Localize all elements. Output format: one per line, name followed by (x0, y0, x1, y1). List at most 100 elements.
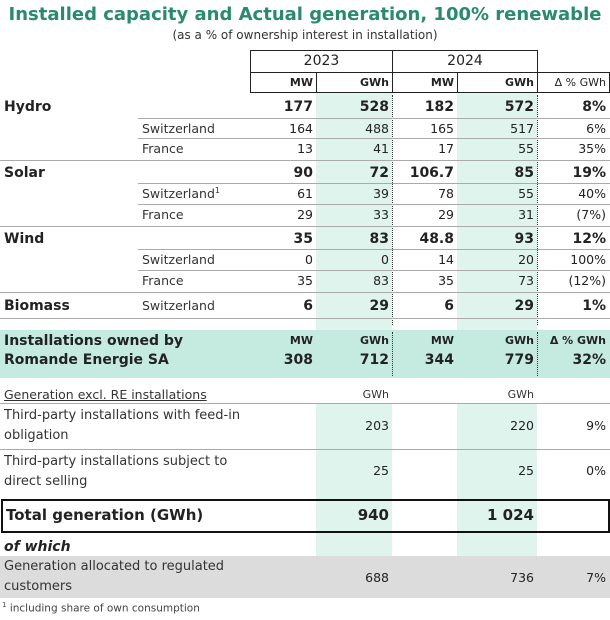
solar-fr-gwh-2024: 31 (518, 207, 534, 222)
wind-ch-mw-2024: 14 (438, 252, 454, 267)
solar-delta: 19% (572, 165, 606, 181)
excl-gwh-2024-head: GWh (507, 388, 534, 401)
total-gwh-2024: 1 024 (487, 506, 534, 524)
biomass-delta: 1% (582, 298, 606, 314)
total-box (1, 499, 610, 533)
hydro-fr-gwh-2024: 55 (518, 141, 534, 156)
feedin-label-2: obligation (4, 428, 69, 443)
wind-ch-gwh-2024: 20 (518, 252, 534, 267)
solar-ch-mw-2024: 78 (438, 186, 454, 201)
wind-fr-delta: (12%) (568, 273, 606, 288)
gwh-2024-band-lower (457, 404, 537, 556)
hydro-fr-gwh-2023: 41 (373, 141, 389, 156)
solar-ch-label: Switzerland1 (142, 186, 220, 201)
regulated-label-2: customers (4, 579, 72, 594)
hydro-ch-mw-2023: 164 (289, 121, 313, 136)
solar-fr-gwh-2023: 33 (373, 207, 389, 222)
direct-gwh-2023: 25 (373, 463, 389, 478)
hydro-fr-delta: 35% (578, 141, 606, 156)
year-2023: 2023 (303, 53, 340, 69)
mw-2023-head: MW (289, 76, 313, 89)
solar-mw-2023: 90 (293, 165, 313, 181)
hydro-fr-mw-2024: 17 (438, 141, 454, 156)
wind-ch-delta: 100% (570, 252, 606, 267)
footnote-number: 1 (2, 601, 7, 609)
excl-label: Generation excl. RE installations (4, 387, 207, 402)
hydro-mw-2024: 182 (424, 99, 454, 115)
solar-ch-gwh-2024: 55 (518, 186, 534, 201)
biomass-mw-2024: 6 (444, 298, 454, 314)
inst-mw-2024-head: MW (430, 334, 454, 347)
biomass-gwh-2023: 29 (369, 298, 389, 314)
biomass-ch-label: Switzerland (142, 298, 215, 313)
of-which-label: of which (4, 539, 71, 555)
row-biomass-label: Biomass (4, 298, 70, 314)
hydro-gwh-2023: 528 (359, 99, 389, 115)
hydro-delta: 8% (582, 99, 606, 115)
page-subtitle: (as a % of ownership interest in install… (172, 28, 438, 42)
inst-gwh-2024-head: GWh (505, 334, 534, 347)
gwh-2023-band-lower (316, 404, 392, 556)
solar-ch-gwh-2023: 39 (373, 186, 389, 201)
wind-ch-label: Switzerland (142, 252, 215, 267)
feedin-gwh-2023: 203 (365, 418, 389, 433)
wind-mw-2023: 35 (293, 231, 313, 247)
total-label: Total generation (GWh) (6, 506, 204, 524)
inst-mw-2023-head: MW (289, 334, 313, 347)
wind-fr-mw-2024: 35 (438, 273, 454, 288)
gwh-2024-band (457, 92, 537, 330)
hydro-fr-mw-2023: 13 (297, 141, 313, 156)
solar-gwh-2023: 72 (369, 165, 389, 181)
gwh-2023-band (316, 92, 392, 330)
inst-mw-2024: 344 (424, 352, 454, 368)
wind-fr-gwh-2024: 73 (518, 273, 534, 288)
feedin-gwh-2024: 220 (510, 418, 534, 433)
inst-delta-head: Δ % GWh (549, 334, 606, 347)
wind-mw-2024: 48.8 (419, 231, 454, 247)
inst-mw-2023: 308 (283, 352, 313, 368)
footnote-marker: 1 (214, 186, 221, 195)
excl-gwh-2023-head: GWh (362, 388, 389, 401)
biomass-gwh-2024: 29 (514, 298, 534, 314)
wind-gwh-2023: 83 (369, 231, 389, 247)
footnote: 1 including share of own consumption (2, 601, 200, 615)
installations-label-1: Installations owned by (4, 333, 184, 349)
wind-fr-gwh-2023: 83 (373, 273, 389, 288)
inst-gwh-2023-head: GWh (360, 334, 389, 347)
footnote-text: including share of own consumption (9, 602, 200, 615)
hydro-ch-label: Switzerland (142, 121, 215, 136)
regulated-gwh-2024: 736 (510, 570, 534, 585)
direct-gwh-2024: 25 (518, 463, 534, 478)
hydro-ch-mw-2024: 165 (430, 121, 454, 136)
row-wind-label: Wind (4, 231, 45, 247)
gwh-2024-head: GWh (505, 76, 534, 89)
inst-delta: 32% (572, 352, 606, 368)
regulated-gwh-2023: 688 (365, 570, 389, 585)
hydro-ch-gwh-2024: 517 (510, 121, 534, 136)
hydro-ch-gwh-2023: 488 (365, 121, 389, 136)
direct-label-2: direct selling (4, 474, 88, 489)
hydro-fr-label: France (142, 141, 184, 156)
solar-ch-label-text: Switzerland (142, 186, 215, 202)
biomass-mw-2023: 6 (303, 298, 313, 314)
installations-band (0, 330, 610, 378)
hydro-ch-delta: 6% (586, 121, 606, 136)
delta-head: Δ % GWh (554, 76, 606, 89)
wind-fr-label: France (142, 273, 184, 288)
total-gwh-2023: 940 (357, 506, 389, 524)
solar-fr-delta: (7%) (576, 207, 606, 222)
wind-ch-gwh-2023: 0 (381, 252, 389, 267)
direct-label-1: Third-party installations subject to (4, 454, 228, 469)
wind-gwh-2024: 93 (514, 231, 534, 247)
feedin-delta: 9% (586, 418, 606, 433)
solar-gwh-2024: 85 (514, 165, 534, 181)
hydro-gwh-2024: 572 (504, 99, 534, 115)
mw-2024-head: MW (430, 76, 454, 89)
regulated-band (0, 556, 610, 598)
installations-label-2: Romande Energie SA (4, 352, 169, 368)
inst-gwh-2023: 712 (359, 352, 389, 368)
regulated-label-1: Generation allocated to regulated (4, 559, 225, 574)
wind-ch-mw-2023: 0 (305, 252, 313, 267)
row-hydro-label: Hydro (4, 99, 52, 115)
solar-ch-delta: 40% (578, 186, 606, 201)
